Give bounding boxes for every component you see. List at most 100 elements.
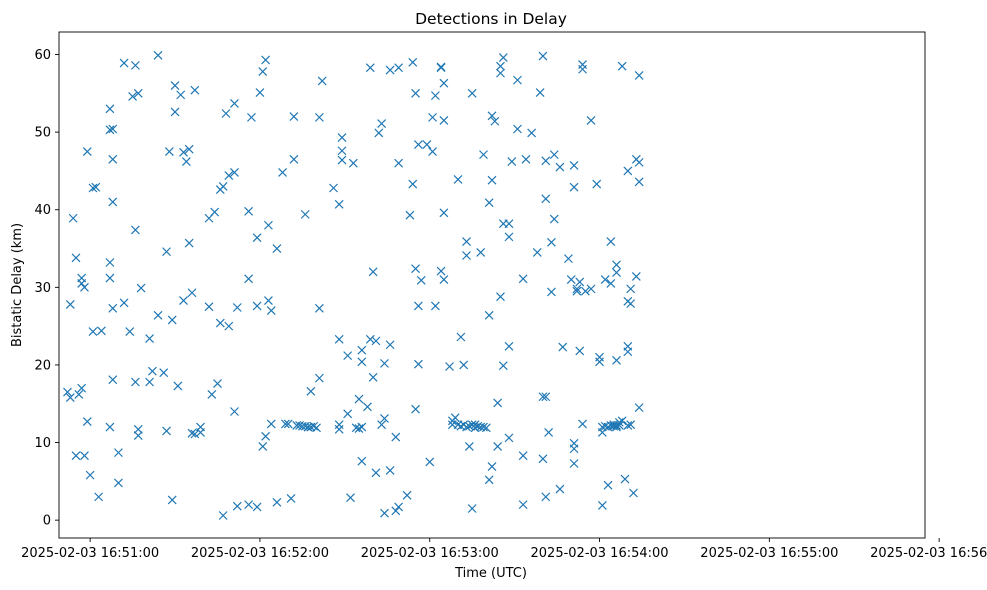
data-point-x-marker [385,340,395,350]
data-point-x-marker [309,421,319,431]
data-point-x-marker [346,493,355,503]
data-point-x-marker [314,373,324,383]
plot-frame [58,31,926,539]
data-point-x-marker [518,451,528,461]
data-point-x-marker [623,421,633,430]
data-point-x-marker [190,429,200,439]
data-point-x-marker [255,88,265,97]
data-point-x-marker [430,91,440,101]
data-point-x-marker [479,422,488,432]
data-point-x-marker [555,484,565,494]
data-point-x-marker [108,303,118,313]
x-axis-label: Time (UTC) [454,566,527,581]
data-point-x-marker [391,432,401,442]
data-point-x-marker [108,124,118,134]
data-point-x-marker [504,232,514,242]
data-point-x-marker [612,260,621,270]
data-point-x-marker [496,61,505,71]
data-point-x-marker [153,310,163,320]
data-point-x-marker [496,292,505,302]
data-point-x-marker [230,168,239,177]
data-point-x-marker [368,372,378,382]
data-point-x-marker [493,441,503,451]
data-point-x-marker [374,128,384,138]
data-point-x-marker [71,451,81,461]
data-point-x-marker [391,506,401,516]
data-point-x-marker [187,288,197,298]
data-point-x-marker [569,182,579,192]
data-point-x-marker [105,104,115,114]
data-point-x-marker [631,272,641,281]
data-point-x-marker [74,390,84,399]
data-point-x-marker [626,299,636,309]
data-point-x-marker [612,355,621,365]
chart-title: Detections in Delay [415,10,567,28]
data-point-x-marker [80,451,89,461]
data-point-x-marker [221,109,231,118]
data-point-x-marker [532,247,542,257]
data-point-x-marker [176,90,186,100]
data-point-x-marker [68,213,78,223]
data-point-x-marker [280,419,290,429]
x-tick-label: 2025-02-03 16:56:00 [870,546,987,561]
data-point-x-marker [617,416,627,426]
data-point-x-marker [439,116,449,125]
data-point-x-marker [507,157,517,167]
data-point-x-marker [371,336,381,346]
data-point-x-marker [558,342,568,352]
data-point-x-marker [230,98,239,108]
y-tick-label: 40 [34,203,51,218]
data-point-x-marker [187,428,197,438]
data-point-x-marker [278,168,287,177]
data-point-x-marker [105,422,115,432]
data-point-x-marker [266,306,276,316]
data-point-x-marker [422,140,432,149]
x-tick-label: 2025-02-03 16:53:00 [361,546,499,561]
data-point-x-marker [484,198,494,208]
data-point-x-marker [357,345,367,355]
data-point-x-marker [261,55,271,65]
data-point-x-marker [408,179,418,189]
data-point-x-marker [215,318,225,328]
data-point-x-marker [462,251,471,260]
data-point-x-marker [108,375,118,385]
data-point-x-marker [413,301,423,311]
data-point-x-marker [394,63,404,73]
data-point-x-marker [218,511,228,520]
data-point-x-marker [167,495,177,505]
data-point-x-marker [479,150,488,160]
y-axis-ticks: 0 10 20 30 40 50 60 [34,48,59,529]
data-point-x-marker [498,53,508,63]
data-point-x-marker [184,238,194,248]
data-point-x-marker [184,144,194,154]
data-point-x-marker [547,287,556,297]
data-point-x-marker [314,303,324,313]
data-point-x-marker [572,284,582,294]
data-point-x-marker [535,88,545,97]
data-point-x-marker [247,112,256,122]
data-point-x-marker [289,112,299,122]
data-point-x-marker [413,359,423,369]
data-point-x-marker [538,454,548,464]
data-point-x-marker [411,404,421,414]
data-point-x-marker [145,334,154,343]
x-tick-label: 2025-02-03 16:52:00 [191,546,329,561]
data-point-x-marker [394,502,404,512]
data-point-x-marker [357,456,367,466]
data-point-x-marker [286,493,296,503]
x-tick-label: 2025-02-03 16:54:00 [531,546,669,561]
data-point-x-marker [230,407,239,416]
data-point-x-marker [306,386,316,396]
data-point-x-marker [626,420,636,430]
data-point-x-marker [612,268,621,278]
data-point-x-marker [504,433,514,443]
data-point-x-marker [91,182,101,192]
data-point-x-marker [385,65,395,75]
data-point-x-marker [65,299,75,309]
data-point-x-marker [218,182,228,191]
data-point-x-marker [264,220,273,230]
data-point-x-marker [606,237,616,246]
data-point-x-marker [614,417,624,427]
data-point-x-marker [504,341,514,351]
